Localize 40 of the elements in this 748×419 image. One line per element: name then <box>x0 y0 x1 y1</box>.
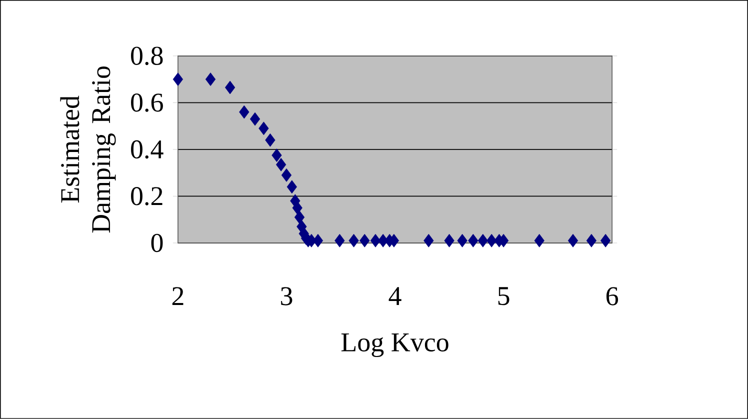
y-tick-label: 0 <box>151 234 163 252</box>
point <box>468 234 478 248</box>
point <box>292 201 302 215</box>
point <box>312 234 324 248</box>
point <box>258 122 269 136</box>
y-axis-title: Estimated Damping Ratio <box>60 66 116 233</box>
point <box>276 158 286 172</box>
point <box>250 112 260 126</box>
point <box>294 210 305 224</box>
point <box>360 234 370 248</box>
point <box>224 80 236 94</box>
point <box>457 234 468 248</box>
point <box>534 234 544 248</box>
point <box>568 234 578 248</box>
point <box>600 234 611 248</box>
point <box>205 72 216 86</box>
point <box>239 105 250 119</box>
y-tick-label: 0.4 <box>131 140 164 159</box>
x-tick-label: 3 <box>281 287 292 306</box>
point <box>478 234 488 248</box>
point <box>334 234 345 248</box>
point <box>444 234 454 248</box>
point <box>348 234 359 248</box>
y-tick-label: 0.8 <box>131 46 163 66</box>
point <box>281 168 292 182</box>
point <box>265 133 276 147</box>
y-tick-label: 0.2 <box>131 187 162 206</box>
point <box>370 234 381 248</box>
y-tick-label: 0.6 <box>131 94 163 112</box>
point <box>272 148 282 162</box>
point <box>586 234 597 248</box>
x-tick-label: 5 <box>498 287 510 306</box>
x-axis-title: Log Kvco <box>341 334 448 358</box>
point <box>286 180 297 194</box>
point <box>172 72 184 86</box>
point <box>424 234 434 248</box>
x-tick-label: 4 <box>388 287 402 305</box>
point <box>486 234 497 248</box>
x-tick-label: 6 <box>606 287 618 306</box>
x-tick-label: 2 <box>172 287 184 306</box>
